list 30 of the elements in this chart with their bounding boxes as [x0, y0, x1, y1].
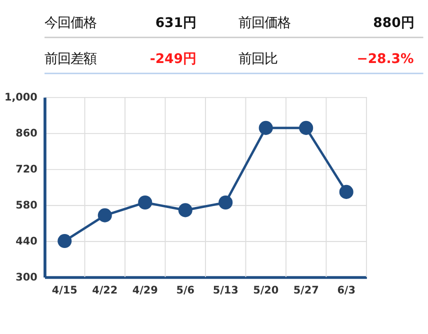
- text: 前回差額: [44, 52, 97, 68]
- y-tick-label: 1,000: [4, 91, 38, 104]
- text: 880円: [373, 16, 414, 32]
- point: [58, 234, 72, 248]
- y-tick-label: 860: [16, 127, 38, 140]
- x-tick-label: 4/22: [92, 284, 118, 297]
- y-tick-label: 300: [16, 271, 38, 284]
- text: 前回比: [238, 52, 278, 68]
- point: [299, 120, 314, 135]
- x-tick-label: 5/13: [212, 284, 238, 297]
- y-tick-label: 720: [16, 163, 38, 176]
- x-tick-label: 5/27: [293, 284, 319, 297]
- x-tick-label: 4/15: [52, 284, 78, 297]
- point: [98, 208, 112, 222]
- point: [258, 120, 273, 135]
- text: 前回価格: [238, 16, 291, 32]
- y-tick-label: 440: [16, 235, 38, 248]
- point: [339, 184, 354, 199]
- x-tick-label: 6/3: [337, 284, 356, 297]
- y-tick-label: 580: [16, 199, 38, 212]
- text: −28.3%: [356, 52, 414, 68]
- text: 631円: [155, 16, 196, 32]
- x-tick-label: 4/29: [132, 284, 158, 297]
- text: 今回価格: [44, 16, 97, 32]
- point: [138, 195, 152, 210]
- point: [178, 203, 192, 218]
- x-tick-label: 5/6: [176, 284, 195, 297]
- text: -249円: [150, 52, 196, 68]
- point: [218, 195, 233, 210]
- x-tick-label: 5/20: [253, 284, 279, 297]
